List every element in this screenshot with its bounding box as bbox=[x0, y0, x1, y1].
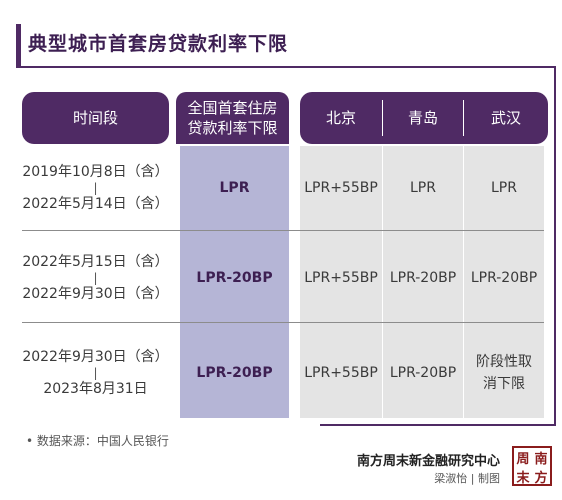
time-start: 2019年10月8日（含） bbox=[22, 164, 169, 180]
header-city-qingdao: 青岛 bbox=[407, 109, 438, 127]
time-end: 2022年9月30日（含） bbox=[22, 286, 169, 302]
header-separator bbox=[463, 100, 464, 136]
header-separator bbox=[382, 100, 383, 136]
time-end: 2022年5月14日（含） bbox=[22, 196, 169, 212]
time-start: 2022年5月15日（含） bbox=[22, 254, 169, 270]
table-row-1-beijing: LPR+55BP bbox=[304, 180, 378, 196]
table-row-1-time: 2019年10月8日（含） | 2022年5月14日（含） bbox=[22, 148, 169, 228]
header-city-wuhan: 武汉 bbox=[490, 109, 521, 127]
header-national-rate: 全国首套住房贷款利率下限 bbox=[176, 92, 289, 144]
logo-char: 南 bbox=[534, 452, 548, 467]
table-row-3-wuhan: 阶段性取消下限 bbox=[476, 354, 532, 392]
table-row-2-national: LPR-20BP bbox=[196, 270, 273, 286]
table-row-1-qingdao: LPR bbox=[410, 180, 436, 196]
frame-line-top bbox=[16, 66, 556, 68]
time-start: 2022年9月30日（含） bbox=[22, 349, 169, 365]
table-row-3-qingdao: LPR-20BP bbox=[389, 365, 457, 381]
time-separator: | bbox=[93, 181, 98, 195]
time-separator: | bbox=[93, 366, 98, 380]
page-title: 典型城市首套房贷款利率下限 bbox=[28, 33, 289, 55]
column-separator bbox=[463, 146, 464, 418]
header-cities: 北京 青岛 武汉 bbox=[300, 92, 548, 144]
header-time-period: 时间段 bbox=[22, 92, 169, 144]
national-column-background bbox=[180, 146, 289, 418]
credit-designer: 梁淑怡 | 制图 bbox=[434, 472, 500, 485]
publisher-logo: 周 南 末 方 bbox=[512, 446, 552, 486]
table-row-2-beijing: LPR+55BP bbox=[304, 270, 378, 286]
header-city-beijing: 北京 bbox=[325, 109, 356, 127]
table-row-3-time: 2022年9月30日（含） | 2023年8月31日 bbox=[22, 330, 169, 416]
column-separator bbox=[382, 146, 383, 418]
frame-line-bottom bbox=[320, 424, 556, 426]
table-row-2-wuhan: LPR-20BP bbox=[470, 270, 538, 286]
frame-line-right bbox=[554, 66, 556, 426]
table-row-3-beijing: LPR+55BP bbox=[304, 365, 378, 381]
credit-organization: 南方周末新金融研究中心 bbox=[356, 454, 500, 469]
title-accent-bar bbox=[16, 24, 21, 66]
table-row-2-qingdao: LPR-20BP bbox=[389, 270, 457, 286]
row-divider bbox=[22, 322, 544, 323]
logo-char: 周 bbox=[516, 452, 530, 467]
data-source-note: • 数据来源：中国人民银行 bbox=[26, 434, 169, 448]
time-end: 2023年8月31日 bbox=[43, 381, 148, 397]
row-divider bbox=[22, 230, 544, 231]
logo-char: 末 bbox=[516, 471, 530, 486]
table-row-3-national: LPR-20BP bbox=[196, 365, 273, 381]
table-row-1-national: LPR bbox=[219, 180, 250, 196]
table-row-2-time: 2022年5月15日（含） | 2022年9月30日（含） bbox=[22, 238, 169, 318]
city-columns-background bbox=[300, 146, 544, 418]
time-separator: | bbox=[93, 271, 98, 285]
logo-char: 方 bbox=[534, 471, 548, 486]
table-row-1-wuhan: LPR bbox=[491, 180, 517, 196]
